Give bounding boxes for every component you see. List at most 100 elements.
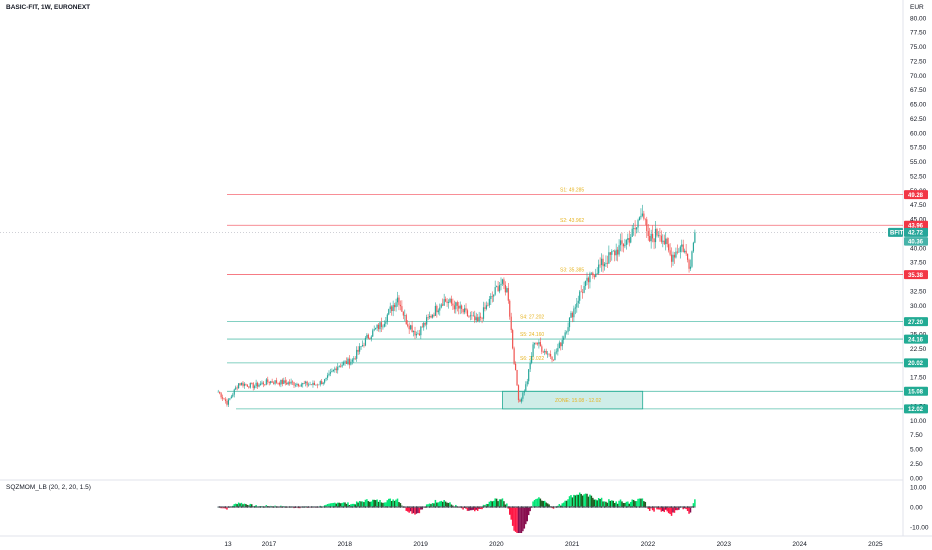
squeeze-dot [388, 506, 390, 508]
momentum-bar [673, 507, 676, 513]
squeeze-dot [566, 506, 568, 508]
momentum-bar [529, 507, 531, 512]
squeeze-dot [299, 506, 301, 508]
candle-body [315, 384, 317, 386]
momentum-bar [336, 502, 339, 507]
momentum-bar [485, 503, 488, 507]
time-axis[interactable]: 13 2017 2018 2019 2020 2021 2022 2023 2024 2025 [0, 535, 932, 548]
candle-body [688, 259, 690, 269]
candle-body [526, 381, 528, 385]
momentum-bar [664, 507, 667, 510]
momentum-bar [421, 507, 424, 510]
candle-body [259, 383, 262, 385]
squeeze-dot [538, 506, 540, 508]
momentum-bar [647, 507, 649, 509]
squeeze-dot [574, 506, 576, 508]
squeeze-dot [602, 506, 604, 508]
squeeze-dot [532, 506, 534, 508]
candle-body [318, 384, 320, 386]
candle-body [319, 381, 321, 385]
candle-body [240, 382, 243, 385]
candle-body [523, 390, 525, 393]
candle-body [452, 303, 454, 306]
momentum-bar [514, 507, 517, 532]
momentum-bar [417, 507, 419, 514]
momentum-bar [663, 507, 666, 513]
momentum-bar [548, 504, 550, 507]
squeeze-dot [265, 506, 267, 508]
candle-body [364, 337, 367, 346]
squeeze-dot [238, 506, 240, 508]
squeeze-dot [461, 506, 463, 508]
candle-body [482, 307, 485, 319]
squeeze-dot [481, 506, 483, 508]
candle-body [618, 245, 620, 255]
candle-body [686, 253, 689, 260]
squeeze-dot [548, 506, 550, 508]
price-axis[interactable]: EUR 80.00 77.50 75.00 72.50 70.00 67.50 65.00 62… [0, 0, 929, 536]
squeeze-dot [379, 506, 381, 508]
momentum-bar [640, 498, 642, 507]
momentum-bar [390, 500, 393, 507]
momentum-bar [240, 502, 243, 507]
squeeze-dot [447, 506, 450, 508]
momentum-bar [643, 501, 645, 507]
momentum-bar [366, 499, 368, 507]
candle-body [334, 368, 336, 370]
momentum-bar [694, 499, 696, 507]
squeeze-dot [399, 506, 402, 508]
squeeze-dot [452, 506, 454, 508]
squeeze-dot [497, 506, 499, 508]
squeeze-momentum-histogram [217, 492, 696, 533]
squeeze-dot [682, 506, 684, 508]
momentum-bar [482, 504, 485, 507]
squeeze-dot [509, 506, 511, 508]
squeeze-dot [514, 506, 517, 508]
squeeze-dot [348, 506, 351, 508]
candle-body [287, 382, 289, 385]
momentum-bar [350, 504, 352, 507]
candle-body [293, 382, 295, 386]
momentum-bar [360, 501, 362, 507]
y-tick-label: 65.00 [910, 102, 927, 109]
candle-body [663, 240, 665, 245]
candle-body [653, 238, 655, 243]
momentum-bar [250, 504, 253, 507]
candle-body [551, 356, 553, 360]
level-label: ZONE: 15.08 - 12.02 [555, 398, 601, 404]
candle-body [586, 277, 588, 281]
squeeze-dot [522, 506, 524, 508]
momentum-bar [474, 507, 476, 512]
squeeze-dot [364, 506, 367, 508]
momentum-bar [494, 498, 496, 507]
squeeze-dot [686, 506, 689, 508]
candle-body [595, 273, 597, 278]
candle-body [560, 342, 562, 347]
squeeze-dot [376, 506, 378, 508]
squeeze-dot [271, 506, 273, 508]
price-tag-label: 27.20 [908, 320, 924, 326]
momentum-bar [436, 502, 438, 507]
squeeze-dot [396, 506, 399, 508]
candle-body [440, 304, 442, 308]
momentum-bar [593, 499, 596, 507]
squeeze-dot [465, 506, 467, 508]
candle-body [612, 250, 614, 252]
candle-body [649, 236, 651, 242]
squeeze-dot [596, 506, 598, 508]
y-tick-label: 7.50 [910, 432, 923, 439]
squeeze-dot [599, 506, 601, 508]
candle-body [673, 254, 676, 258]
y-tick-label: 37.50 [910, 260, 927, 267]
candle-body [468, 316, 470, 317]
squeeze-dot [356, 506, 358, 508]
candle-body [351, 359, 353, 362]
candle-body [630, 236, 632, 243]
candle-body [510, 316, 512, 331]
squeeze-dot [280, 506, 282, 508]
squeeze-dot [415, 506, 418, 508]
candle-body [375, 328, 377, 330]
squeeze-dot [233, 506, 235, 508]
candle-body [383, 323, 385, 327]
